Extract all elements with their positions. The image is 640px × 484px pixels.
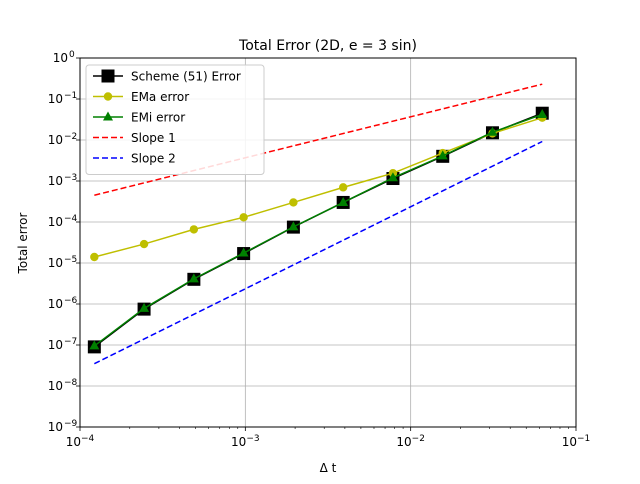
y-tick-label: 10 [48, 297, 63, 311]
series-slope-2 [94, 140, 543, 365]
y-tick-label: 10 [53, 51, 68, 65]
data-point-triangle [288, 221, 299, 231]
y-axis-label: Total error [16, 212, 30, 274]
data-point-circle [139, 239, 149, 249]
plot-frame [79, 57, 577, 428]
y-tick-label: 10 [48, 174, 63, 188]
y-tick-exponent: −3 [64, 173, 77, 183]
legend-item-emi-error: EMi error [93, 111, 185, 125]
legend-label: EMi error [131, 111, 185, 125]
data-point-circle [338, 183, 348, 192]
y-tick-label: 10 [48, 133, 63, 147]
data-point-triangle [487, 126, 498, 136]
data-point-triangle [139, 302, 150, 312]
data-point-triangle [387, 172, 398, 182]
series-slope-1 [94, 83, 543, 196]
data-point-circle [289, 198, 298, 207]
data-point-triangle [188, 273, 199, 283]
legend-label: Scheme (51) Error [131, 70, 241, 84]
data-point-triangle [437, 150, 448, 160]
legend-label: Slope 1 [131, 131, 176, 145]
series-line-slope-1 [94, 83, 543, 196]
y-tick-exponent: −9 [64, 419, 78, 429]
series-group [87, 83, 549, 365]
legend-box [85, 64, 265, 175]
chart-title: Total Error (2D, e = 3 sin) [238, 38, 417, 54]
y-tick-label: 10 [48, 92, 63, 106]
y-tick-exponent: 0 [69, 50, 75, 60]
y-tick-label: 10 [48, 256, 63, 270]
y-tick-label: 10 [48, 420, 63, 434]
y-tick-exponent: −4 [64, 214, 78, 224]
axis-ticks: 10−4 10−3 10−2 10−110−910−810−710−610−510−4… [48, 50, 591, 449]
y-tick-exponent: −7 [64, 337, 77, 347]
series-line-emi-error [93, 113, 543, 347]
legend-marker-circle [103, 92, 113, 101]
legend-label: Slope 2 [131, 152, 176, 166]
series-emi-error [89, 108, 548, 350]
y-tick-exponent: −5 [64, 255, 77, 265]
data-point-triangle [537, 108, 548, 118]
legend-marker-triangle [103, 111, 113, 121]
legend-item-slope-2: Slope 2 [93, 152, 176, 166]
y-tick-label: 10 [48, 215, 63, 229]
legend-item-ema-error: EMa error [93, 90, 189, 104]
legend-item-scheme-51-error: Scheme (51) Error [93, 69, 241, 84]
series-line-slope-2 [94, 140, 543, 365]
data-point-circle [90, 252, 99, 262]
y-tick-exponent: −8 [64, 378, 78, 388]
x-axis-label: Δ t [320, 461, 337, 475]
data-point-triangle [338, 196, 349, 206]
data-point-triangle [89, 340, 100, 350]
legend-label: EMa error [131, 90, 189, 104]
legend-marker-square [101, 69, 115, 83]
y-tick-label: 10 [48, 338, 63, 352]
data-point-circle [239, 213, 248, 222]
y-tick-exponent: −6 [64, 296, 78, 306]
y-tick-exponent: −2 [64, 132, 77, 142]
data-point-triangle [238, 247, 249, 257]
data-point-circle [189, 225, 199, 234]
legend: Scheme (51) Error EMa error EMi error Slope… [85, 64, 265, 175]
y-tick-label: 10 [48, 379, 63, 393]
y-tick-exponent: −1 [64, 91, 77, 101]
legend-item-slope-1: Slope 1 [93, 131, 176, 145]
